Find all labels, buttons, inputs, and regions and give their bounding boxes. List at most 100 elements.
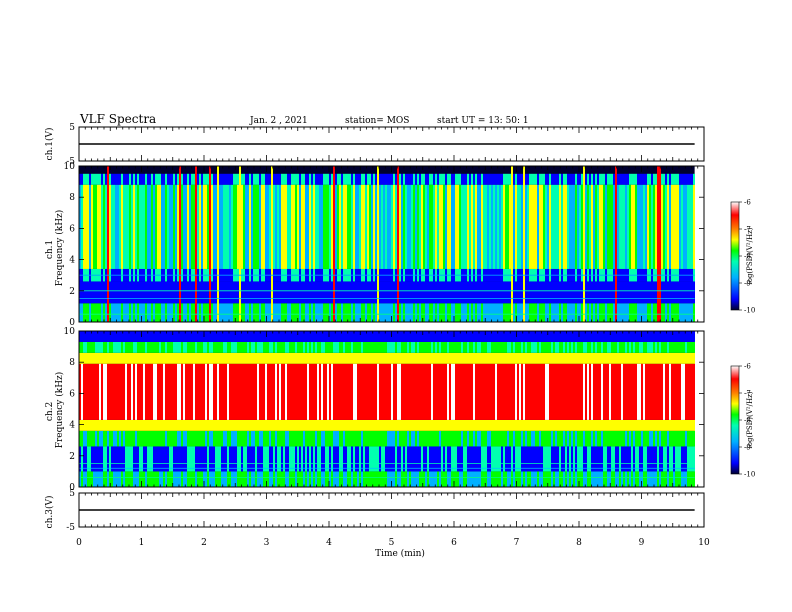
ch2-spec-cell [213, 471, 215, 487]
ch1-spec-cell [215, 173, 217, 185]
ch2-spec-cell [219, 446, 221, 472]
ch2-spec-cell [271, 419, 273, 431]
ch2-spec-cell [305, 419, 307, 431]
ch1-spec-cell [197, 184, 199, 269]
ch1-spec-cell [365, 184, 367, 269]
ch1-spec-cell [119, 303, 121, 322]
ch2-spec-cell [423, 331, 425, 342]
ch2-spec-cell [691, 446, 693, 472]
ch2-spec-cell [613, 446, 615, 472]
ch2-spec-cell [603, 331, 605, 342]
ch2-spec-cell [493, 363, 495, 420]
ch1-spec-cell [193, 184, 195, 269]
ch1-spec-cell [321, 303, 323, 322]
ch2-spec-ytick-label: 4 [69, 421, 75, 431]
ch2-spec-cell [507, 363, 509, 420]
ch2-spec-cell [689, 331, 691, 342]
ch1-spec-cell [157, 281, 159, 304]
ch2-spec-cell [513, 430, 515, 447]
ch2-spec-cell [431, 446, 433, 472]
ch2-spec-cell [523, 419, 525, 431]
ch1-spec-cell [203, 173, 205, 185]
ch1-spec-cell [459, 303, 461, 322]
ch1-spec-cell [149, 184, 151, 269]
ch2-spec-cell [135, 341, 137, 353]
ch2-spec-cell [577, 331, 579, 342]
ch1-spec-cell [305, 303, 307, 322]
ch2-spec-cell [127, 471, 129, 487]
ch2-spec-cell [193, 341, 195, 353]
ch1-spec-cell [623, 184, 625, 269]
ch2-spec-cell [399, 341, 401, 353]
ch2-spec-cell [255, 446, 257, 472]
ch2-spec-cell [483, 341, 485, 353]
ch2-spec-cell [473, 471, 475, 487]
x-tick-label: 2 [201, 538, 207, 548]
ch2-spec-cell [323, 446, 325, 472]
ch1-spec-cell [585, 184, 587, 269]
ch2-spec-cell [97, 363, 99, 420]
ch2-spec-cell [609, 471, 611, 487]
ch1-spec-cell [157, 184, 159, 269]
ch2-spec-cell [237, 331, 239, 342]
ch2-colorbar-gradient [730, 365, 740, 475]
ch2-spec-cell [683, 471, 685, 487]
ch1-spec-cell [197, 303, 199, 322]
ch2-spec-cell [617, 352, 619, 364]
ch2-spec-cell [281, 471, 283, 487]
ch1-spec-cell [673, 281, 675, 304]
ch1-spec-cell [545, 303, 547, 322]
ch2-spec-cell [347, 341, 349, 353]
ch2-spec-cell [573, 331, 575, 342]
ch2-spec-cell [87, 352, 89, 364]
ch1-spec-cell [535, 281, 537, 304]
ch2-spec-cell [333, 471, 335, 487]
ch2-spec-cell [153, 430, 155, 447]
ch1-spec-cell [451, 173, 453, 185]
ch2-spec-cell [693, 430, 695, 447]
ch2-spec-cell [81, 471, 83, 487]
ch2-spec-cell [257, 430, 259, 447]
ch1-spec-cell [487, 281, 489, 304]
ch2-spec-cell [379, 471, 381, 487]
ch2-spec-cell [271, 352, 273, 364]
ch2-spec-cell [167, 430, 169, 447]
ch2-spec-cell [115, 341, 117, 353]
ch1-spec-cell [633, 281, 635, 304]
ch2-spec-cell [303, 341, 305, 353]
ch2-spec-cell [381, 363, 383, 420]
ch2-spec-cell [537, 352, 539, 364]
ch1-spec-cell [337, 184, 339, 269]
ch2-spec-cell [329, 430, 331, 447]
ch2-spec-cell [87, 331, 89, 342]
ch2-spec-cell [541, 341, 543, 353]
ch2-spec-cell [115, 446, 117, 472]
ch2-spec-cell [559, 446, 561, 472]
ch2-spec-cell [543, 430, 545, 447]
ch2-spec-cell [171, 341, 173, 353]
ch2-spec-cell [515, 471, 517, 487]
ch1-spec-cell [437, 303, 439, 322]
ch2-spec-cell [309, 419, 311, 431]
ch2-spec-cell [137, 363, 139, 420]
ch2-spec-cell [263, 331, 265, 342]
ch2-spec-cell [115, 352, 117, 364]
ch2-spec-cell [609, 419, 611, 431]
ch1-spec-cell [365, 281, 367, 304]
ch1-spec-cell [635, 173, 637, 185]
ch1-spec-cell [465, 303, 467, 322]
ch1-spec-cell [447, 173, 449, 185]
ch1-spec-cell [301, 303, 303, 322]
ch2-spec-cell [573, 341, 575, 353]
ch2-spec-cell [391, 331, 393, 342]
ch1-spec-cell [637, 184, 639, 269]
ch2-spec-cell [387, 331, 389, 342]
ch2-spec-cell [127, 331, 129, 342]
ch1-spec-cell [245, 281, 247, 304]
ch2-spec-cell [107, 419, 109, 431]
ch2-spec-cell [345, 352, 347, 364]
ch1-spec-cell [635, 281, 637, 304]
ch1-spec-cell [403, 184, 405, 269]
ch2-spec-cell [139, 363, 141, 420]
ch1-spec-cell [489, 303, 491, 322]
